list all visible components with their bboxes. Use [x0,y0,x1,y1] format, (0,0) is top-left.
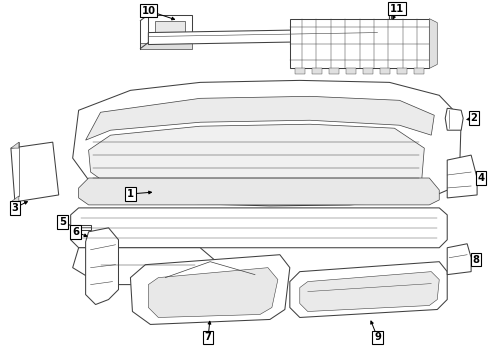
Polygon shape [295,68,305,75]
Polygon shape [329,68,339,75]
Text: 4: 4 [478,173,485,183]
Polygon shape [445,108,463,130]
Polygon shape [86,96,434,140]
Polygon shape [312,68,322,75]
Text: 5: 5 [59,217,66,227]
Polygon shape [290,262,447,318]
Text: 8: 8 [472,255,480,265]
Text: 10: 10 [142,6,155,15]
Polygon shape [11,142,59,202]
Polygon shape [148,15,192,42]
Polygon shape [11,142,19,148]
Polygon shape [300,272,439,311]
Polygon shape [363,68,373,75]
Polygon shape [71,208,447,248]
Text: 1: 1 [127,189,134,199]
Polygon shape [380,68,390,75]
Polygon shape [397,68,407,75]
Polygon shape [130,255,290,324]
Text: 6: 6 [72,227,79,237]
Polygon shape [148,15,392,45]
Polygon shape [73,248,220,285]
Polygon shape [86,228,119,305]
Polygon shape [141,42,192,49]
Polygon shape [155,21,185,39]
Polygon shape [415,68,424,75]
Text: 9: 9 [374,332,381,342]
Polygon shape [73,225,91,230]
Polygon shape [148,268,278,318]
Polygon shape [11,196,19,202]
Polygon shape [447,244,471,275]
Polygon shape [447,155,477,198]
Polygon shape [429,19,437,68]
Polygon shape [290,19,429,68]
Polygon shape [78,178,439,205]
Polygon shape [346,68,356,75]
Text: 3: 3 [11,203,18,213]
Text: 2: 2 [471,113,478,123]
Text: 7: 7 [205,332,212,342]
Text: 11: 11 [390,4,405,14]
Polygon shape [89,124,424,198]
Polygon shape [73,80,461,206]
